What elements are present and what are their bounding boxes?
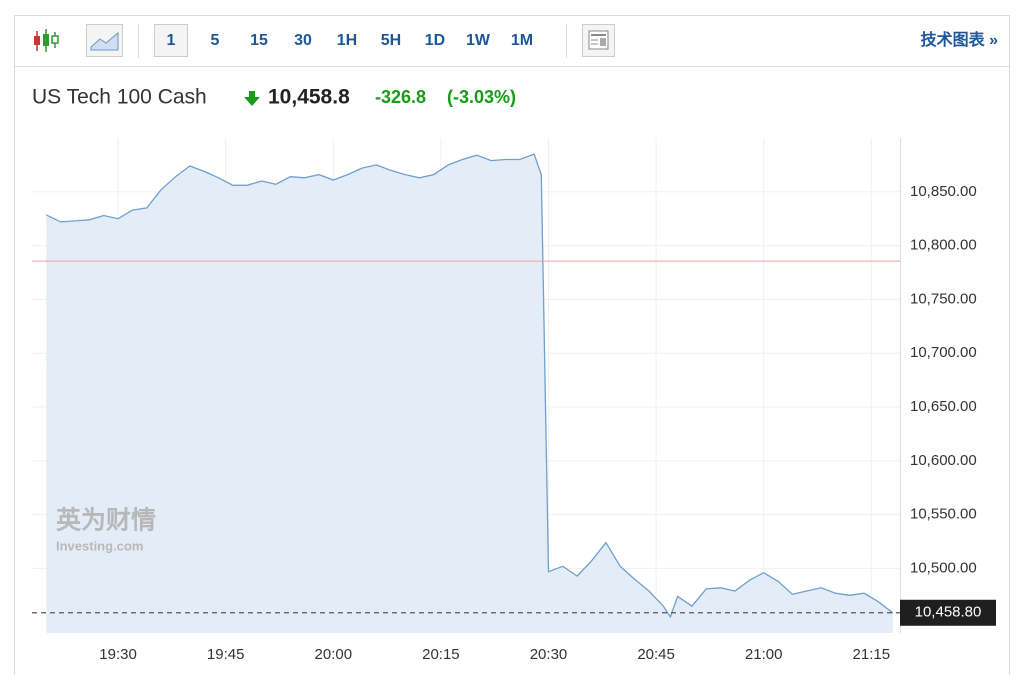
down-arrow <box>244 91 260 106</box>
y-tick-label: 10,500.00 <box>910 559 977 576</box>
area-glyph <box>90 31 119 51</box>
interval-button[interactable]: 15 <box>250 32 268 49</box>
body <box>34 36 40 45</box>
plot: 10,500.00 10,550.00 10,600.00 10,650.00 10,7… <box>32 138 996 663</box>
body <box>43 34 49 46</box>
last-price-label: 10,458.80 <box>915 604 982 621</box>
instrument-name: US Tech 100 Cash <box>32 86 207 109</box>
price-line <box>46 153 894 619</box>
x-tick-label: 19:45 <box>207 646 245 663</box>
interval-button[interactable]: 1D <box>425 32 445 49</box>
last-price-box <box>900 599 996 626</box>
interval-button[interactable]: 5 <box>211 32 220 49</box>
technical-chart-link[interactable]: 技术图表 » <box>921 30 998 49</box>
interval-button[interactable]: 1W <box>466 32 491 49</box>
x-tick-label: 21:00 <box>745 646 783 663</box>
interval-button[interactable]: 1H <box>337 32 357 49</box>
body <box>51 35 59 44</box>
x-tick-label: 20:15 <box>422 646 460 663</box>
y-tick-label: 10,750.00 <box>910 290 977 307</box>
news-glyph <box>600 38 606 46</box>
y-tick-label: 10,700.00 <box>910 344 977 361</box>
watermark-brand: 英为财情 <box>56 507 156 535</box>
y-tick-label: 10,600.00 <box>910 452 977 469</box>
y-tick-label: 10,850.00 <box>910 183 977 200</box>
candlestick-icon[interactable] <box>34 29 59 52</box>
watermark-site: Investing.com <box>56 538 143 553</box>
price: 10,458.8 <box>268 86 350 109</box>
interval-selected <box>154 24 188 57</box>
x-tick-label: 21:15 <box>853 646 891 663</box>
interval-button[interactable]: 5H <box>381 32 401 49</box>
x-tick-label: 19:30 <box>99 646 137 663</box>
area-fill <box>46 154 893 633</box>
y-tick-label: 10,800.00 <box>910 237 977 254</box>
change-pct: (-3.03%) <box>447 87 516 107</box>
y-tick-label: 10,550.00 <box>910 506 977 523</box>
x-tick-label: 20:00 <box>315 646 353 663</box>
y-tick-label: 10,650.00 <box>910 398 977 415</box>
interval-button[interactable]: 1 <box>167 32 176 49</box>
x-tick-label: 20:30 <box>530 646 568 663</box>
x-tick-label: 20:45 <box>637 646 675 663</box>
interval-button[interactable]: 1M <box>511 32 533 49</box>
change: -326.8 <box>375 87 426 107</box>
interval-button[interactable]: 30 <box>294 32 312 49</box>
